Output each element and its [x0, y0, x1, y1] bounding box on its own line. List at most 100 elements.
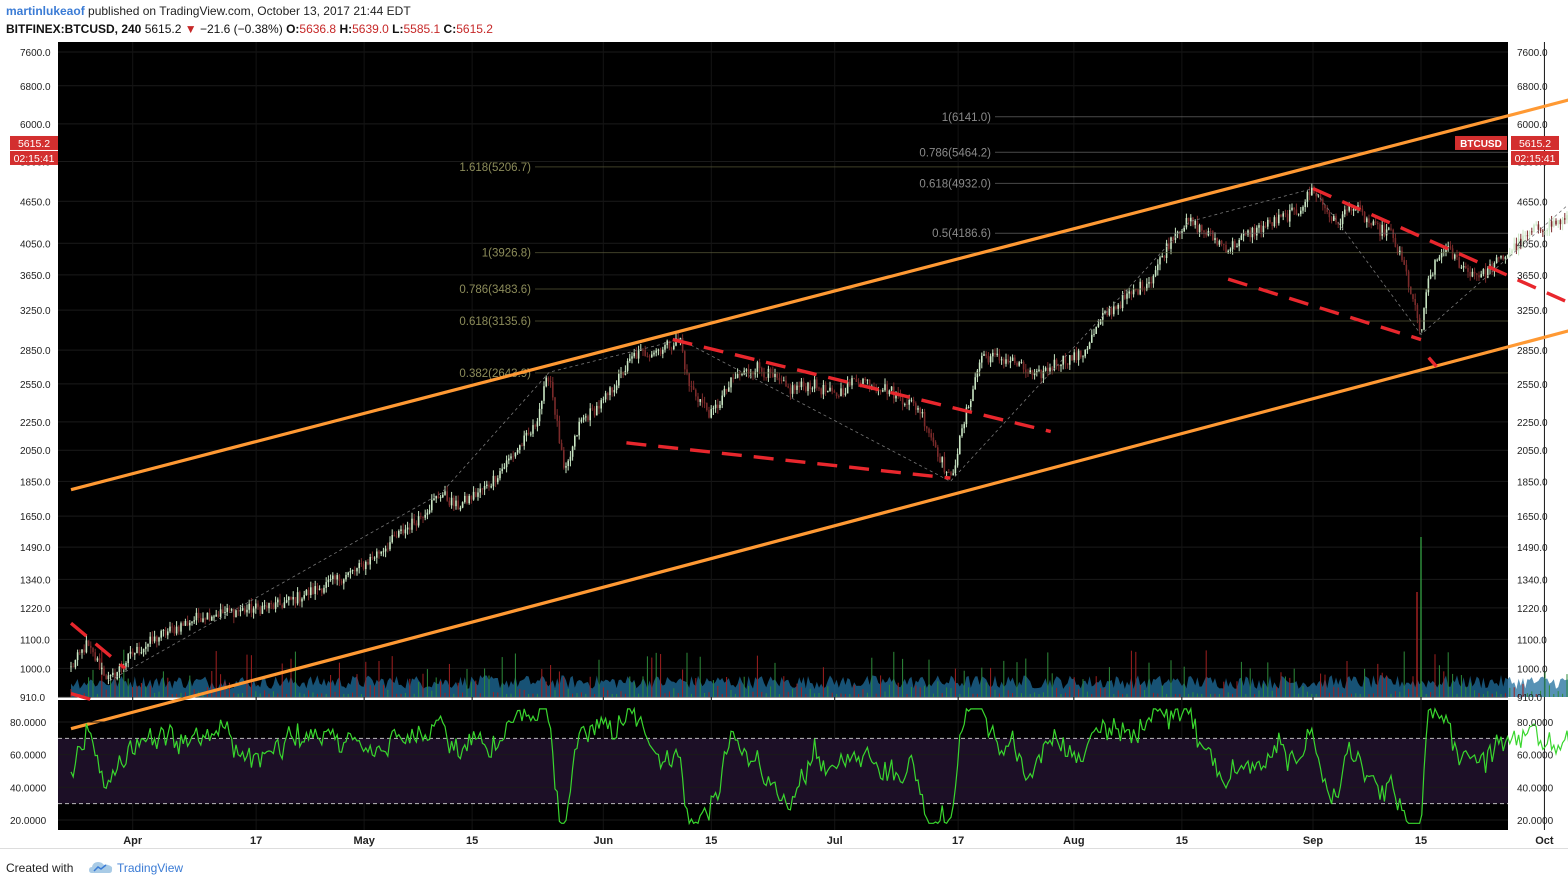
- price-candle-body: [1535, 224, 1537, 226]
- tradingview-brand-link[interactable]: TradingView: [117, 861, 184, 875]
- price-candle-body: [921, 412, 924, 414]
- price-candle-body: [824, 384, 827, 392]
- price-candle-body: [1115, 306, 1117, 309]
- price-candle-body: [747, 369, 750, 374]
- price-candle-body: [299, 592, 301, 602]
- price-candle-body: [215, 614, 217, 617]
- price-candle-body: [1484, 269, 1487, 278]
- dashed-trendline[interactable]: [672, 337, 1052, 434]
- price-candle-body: [1262, 225, 1265, 233]
- price-candle-body: [153, 636, 156, 642]
- price-candle-body: [789, 387, 792, 394]
- price-candle-body: [488, 484, 490, 488]
- price-candle-body: [1319, 195, 1322, 200]
- price-candle-body: [149, 636, 151, 644]
- price-axis-left-label: 2550.0: [20, 380, 51, 391]
- price-candle-body: [1198, 225, 1201, 233]
- price-candle-body: [1473, 271, 1476, 274]
- price-candle-body: [349, 571, 352, 573]
- price-candle-body: [818, 387, 820, 389]
- price-candle-body: [334, 575, 336, 580]
- price-candle-body: [794, 385, 796, 390]
- price-candle-body: [74, 660, 77, 668]
- price-candle-body: [1007, 359, 1009, 363]
- price-candle-body: [1143, 289, 1146, 291]
- publish-info: published on TradingView.com, October 13…: [88, 4, 411, 18]
- dashed-trendline[interactable]: [69, 621, 127, 670]
- chart-canvas[interactable]: 1.618(5206.7) 1(3926.8) 0.786(3483.6) 0.618…: [0, 42, 1568, 848]
- price-candle-body: [145, 646, 147, 649]
- price-candle-body: [428, 510, 431, 513]
- channel-upper-line[interactable]: [70, 46, 1568, 492]
- price-axis-left-label: 1650.0: [20, 512, 51, 523]
- price-candle-body: [79, 652, 81, 654]
- time-axis-label: 17: [952, 835, 964, 847]
- price-candle-body: [164, 630, 167, 636]
- price-candle-body: [994, 352, 996, 355]
- dashed-trendline[interactable]: [1427, 356, 1438, 368]
- author-link[interactable]: martinlukeaof: [6, 4, 85, 18]
- price-axis-right-label: 2050.0: [1517, 446, 1548, 457]
- price-candle-body: [494, 475, 497, 483]
- price-candle-body: [684, 351, 686, 370]
- price-candle-body: [1401, 250, 1403, 261]
- dashed-trendline[interactable]: [70, 692, 95, 702]
- tradingview-logo-icon: [89, 862, 113, 873]
- price-candle-body: [631, 356, 633, 359]
- price-candle-body: [1550, 221, 1553, 227]
- price-candle-body: [134, 653, 136, 655]
- price-candle-body: [1388, 228, 1390, 230]
- price-candle-body: [1238, 239, 1240, 247]
- price-candle-body: [1126, 293, 1128, 299]
- channel-lower-line[interactable]: [70, 229, 1568, 731]
- price-axis-left-label: 3250.0: [20, 306, 51, 317]
- price-candle-body: [224, 612, 226, 614]
- price-candle-body: [1280, 214, 1282, 217]
- price-candle-body: [1306, 191, 1309, 202]
- price-axis-left-label: 1100.0: [20, 635, 50, 646]
- pane-separator[interactable]: [58, 697, 1508, 700]
- price-candle-body: [1531, 231, 1533, 233]
- price-candle-body: [648, 356, 651, 358]
- price-candle-body: [1427, 278, 1430, 293]
- price-candle-body: [1372, 221, 1375, 226]
- price-candle-body: [1509, 253, 1511, 255]
- price-candle-body: [1524, 235, 1526, 237]
- price-candle-body: [998, 353, 1001, 361]
- price-candle-body: [635, 352, 638, 359]
- price-candle-body: [1242, 233, 1245, 236]
- price-candle-body: [131, 651, 134, 655]
- price-candle-body: [1566, 215, 1568, 220]
- price-candle-body: [816, 379, 818, 388]
- price-candle-body: [417, 516, 420, 526]
- price-axis-right-label: 1340.0: [1517, 575, 1548, 586]
- dashed-trendline[interactable]: [1227, 277, 1422, 342]
- price-candle-body: [1214, 238, 1216, 241]
- dashed-trendline[interactable]: [626, 441, 951, 480]
- dashed-trendline[interactable]: [1312, 186, 1568, 305]
- price-candle-body: [1476, 273, 1478, 275]
- price-candle-body: [1350, 205, 1353, 211]
- price-candle-body: [241, 608, 244, 611]
- fib-extension-label: 1(3926.8): [482, 248, 531, 260]
- price-candle-body: [1458, 257, 1460, 268]
- price-candle-body: [1218, 240, 1221, 245]
- price-candle-body: [1042, 370, 1045, 379]
- price-candle-body: [167, 631, 169, 636]
- price-candle-body: [563, 449, 565, 468]
- price-candle-body: [1447, 246, 1449, 248]
- price-candle-body: [609, 387, 611, 396]
- price-candle-body: [1119, 304, 1122, 309]
- price-candle-body: [1150, 281, 1152, 284]
- price-candle-body: [1251, 227, 1254, 238]
- price-candle-body: [345, 575, 347, 580]
- price-candle-body: [184, 621, 187, 626]
- fib-retracement-label: 0.618(4932.0): [919, 178, 991, 190]
- price-candle-body: [659, 349, 662, 354]
- low-label: L:: [392, 22, 404, 36]
- price-candle-body: [888, 390, 891, 395]
- price-candle-body: [538, 408, 541, 422]
- price-candle-body: [213, 616, 215, 618]
- price-candle-body: [796, 385, 798, 390]
- price-candle-body: [1328, 212, 1331, 218]
